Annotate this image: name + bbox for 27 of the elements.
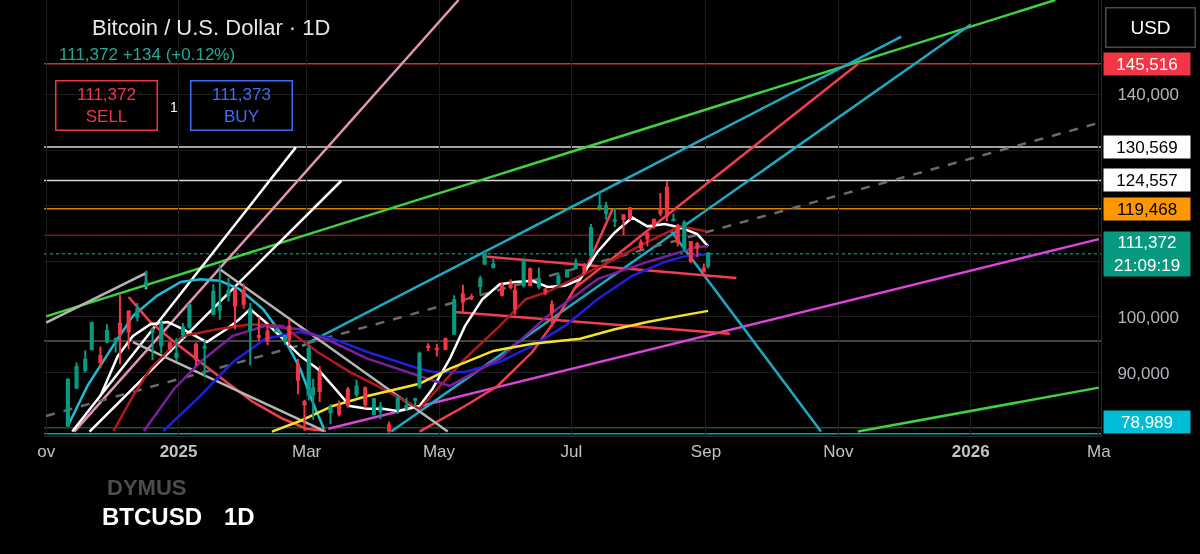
y-tick-label: 140,000 bbox=[1117, 85, 1179, 105]
x-tick-label: Jul bbox=[560, 442, 583, 462]
ref-line-label: 145,516 bbox=[1116, 54, 1178, 74]
ref-line-label: 130,569 bbox=[1116, 137, 1178, 157]
x-tick-label: Nov bbox=[823, 442, 854, 462]
annotation: 111,372 SELL bbox=[77, 84, 136, 127]
text: USD bbox=[1130, 17, 1171, 38]
ref-line-label: 78,989 bbox=[1121, 412, 1173, 432]
text: 1D bbox=[224, 503, 255, 530]
text: Bitcoin / U.S. Dollar · 1D bbox=[92, 14, 331, 40]
text: BTCUSD bbox=[102, 503, 202, 530]
x-tick-label: Ma bbox=[1087, 442, 1112, 462]
text: 111,372 +134 (+0.12%) bbox=[59, 45, 236, 64]
x-tick-label: 2025 bbox=[159, 442, 198, 462]
x-tick-label: May bbox=[422, 442, 456, 462]
annotation: 1 bbox=[170, 99, 178, 115]
x-tick-label: ov bbox=[37, 442, 56, 462]
annotation: 111,373 BUY bbox=[212, 84, 271, 127]
x-tick-label: 2026 bbox=[951, 442, 990, 462]
y-tick-label: 100,000 bbox=[1117, 307, 1179, 327]
text: DYMUS bbox=[107, 475, 187, 500]
y-tick-label: 90,000 bbox=[1117, 363, 1170, 383]
x-tick-label: Mar bbox=[291, 442, 322, 462]
ref-line-label: 119,468 bbox=[1116, 199, 1178, 219]
x-tick-label: Sep bbox=[690, 442, 722, 462]
ref-line-label: 124,557 bbox=[1116, 170, 1178, 190]
ref-line-label: 111,372 21:09:19 bbox=[1113, 233, 1181, 275]
